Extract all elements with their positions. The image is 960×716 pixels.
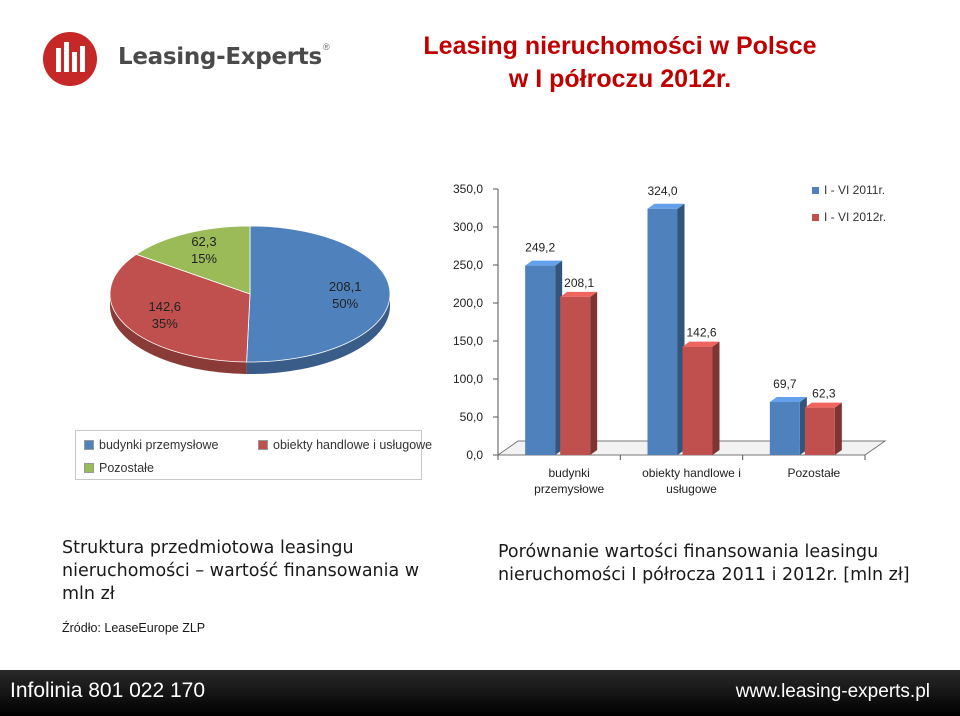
bar-side xyxy=(834,402,842,455)
pie-data-label: 208,1 50% xyxy=(320,278,370,312)
pie-percent-label: 15% xyxy=(190,251,217,267)
pie-percent-label: 35% xyxy=(151,315,178,331)
x-category-label: obiekty handlowe i xyxy=(642,466,741,480)
title-line-1: Leasing nieruchomości w Polsce xyxy=(423,32,817,60)
pie-value-label: 142,6 xyxy=(148,298,182,314)
bar-front xyxy=(769,402,800,455)
pie-legend: budynki przemysłowe obiekty handlowe i u… xyxy=(75,430,432,480)
bar xyxy=(769,397,807,455)
y-tick-label: 100,0 xyxy=(453,372,483,386)
bar-legend-item-2012: I - VI 2012r. xyxy=(812,210,886,224)
hotline-text: Infolinia 801 022 170 xyxy=(10,679,205,702)
bar-value-label: 249,2 xyxy=(525,241,555,255)
pie-slice-side xyxy=(110,294,247,374)
x-category-label: usługowe xyxy=(666,482,717,496)
y-tick-label: 200,0 xyxy=(453,296,483,310)
bar xyxy=(682,341,720,455)
title-line-2: w I półroczu 2012r. xyxy=(508,65,732,93)
pie-data-label: 142,6 35% xyxy=(140,298,190,332)
bar-value-label: 324,0 xyxy=(647,184,677,198)
bar-top xyxy=(682,341,720,347)
x-category-label: Pozostałe xyxy=(787,466,840,480)
pie-slice xyxy=(135,225,251,295)
logo: Leasing-Experts ® xyxy=(38,28,330,90)
website-link[interactable]: www.leasing-experts.pl xyxy=(735,681,930,702)
bar-value-label: 142,6 xyxy=(686,326,716,340)
bar-top xyxy=(525,260,563,266)
pie-percent-label: 50% xyxy=(332,295,359,311)
legend-swatch xyxy=(812,186,819,194)
legend-label: I - VI 2011r. xyxy=(824,183,886,197)
bar-legend-item-2011: I - VI 2011r. xyxy=(812,183,885,197)
legend-label: I - VI 2012r. xyxy=(824,210,887,224)
bar-front xyxy=(682,346,713,455)
footer-bar: Infolinia 801 022 170 www.leasing-expert… xyxy=(0,670,960,716)
bar-top xyxy=(769,397,807,403)
bar-value-label: 208,1 xyxy=(564,276,594,290)
pie-caption: Struktura przedmiotowa leasingu nierucho… xyxy=(62,537,462,606)
bar-top xyxy=(804,402,842,408)
bar-side xyxy=(590,291,598,455)
x-category-label: przemysłowe xyxy=(534,482,604,496)
legend-label: obiekty handlowe i usługowe xyxy=(273,438,433,452)
y-tick-label: 350,0 xyxy=(453,182,483,196)
caption-line: nieruchomości – wartość finansowania w xyxy=(62,561,420,581)
logo-icon xyxy=(43,32,97,86)
bar-front xyxy=(647,208,678,455)
bar-value-label: 69,7 xyxy=(773,377,797,391)
bar xyxy=(647,203,685,455)
legend-swatch xyxy=(258,440,268,450)
logo-text: Leasing-Experts xyxy=(118,44,322,70)
pie-data-label: 62,3 15% xyxy=(179,233,229,267)
pie-slice-side xyxy=(246,294,390,374)
y-tick-label: 150,0 xyxy=(453,334,483,348)
page-title: Leasing nieruchomości w Polsce w I półro… xyxy=(400,30,840,96)
y-tick-label: 300,0 xyxy=(453,220,483,234)
pie-slice xyxy=(246,225,391,363)
pie-slice xyxy=(109,253,251,363)
bar xyxy=(804,402,842,455)
bar-side xyxy=(712,341,720,455)
bar xyxy=(560,291,598,455)
caption-line: Struktura przedmiotowa leasingu xyxy=(62,538,354,558)
bar-front xyxy=(560,296,591,455)
bar-value-label: 62,3 xyxy=(812,387,836,401)
y-tick-label: 0,0 xyxy=(466,448,483,462)
legend-item-other: Pozostałe xyxy=(84,461,154,475)
legend-label: budynki przemysłowe xyxy=(99,438,219,452)
legend-item-commercial: obiekty handlowe i usługowe xyxy=(258,438,432,452)
registered-mark: ® xyxy=(323,42,330,52)
source-note: Źródło: LeaseEurope ZLP xyxy=(62,621,206,635)
bar xyxy=(525,260,563,455)
caption-line: Porównanie wartości finansowania leasing… xyxy=(498,542,879,562)
pie-value-label: 208,1 xyxy=(328,278,362,294)
pie-value-label: 62,3 xyxy=(191,234,217,250)
legend-swatch xyxy=(84,440,94,450)
bar-top xyxy=(560,291,598,297)
x-category-label: budynki xyxy=(548,466,589,480)
bar-front xyxy=(525,265,556,455)
legend-label: Pozostałe xyxy=(99,461,154,475)
legend-swatch xyxy=(84,463,94,473)
bar-front xyxy=(804,407,835,455)
bar-chart: 0,0 50,0 100,0 150,0 200,0 250,0 300,0 350,0 249… xyxy=(453,182,887,496)
y-tick-label: 250,0 xyxy=(453,258,483,272)
pie-chart xyxy=(109,225,391,374)
legend-item-industrial: budynki przemysłowe xyxy=(84,438,219,452)
bar-caption: Porównanie wartości finansowania leasing… xyxy=(498,541,938,587)
legend-swatch xyxy=(812,213,819,221)
caption-line: mln zł xyxy=(62,584,115,604)
y-tick-label: 50,0 xyxy=(460,410,484,424)
caption-line: nieruchomości I półrocza 2011 i 2012r. [… xyxy=(498,565,910,585)
bar-top xyxy=(647,203,685,209)
